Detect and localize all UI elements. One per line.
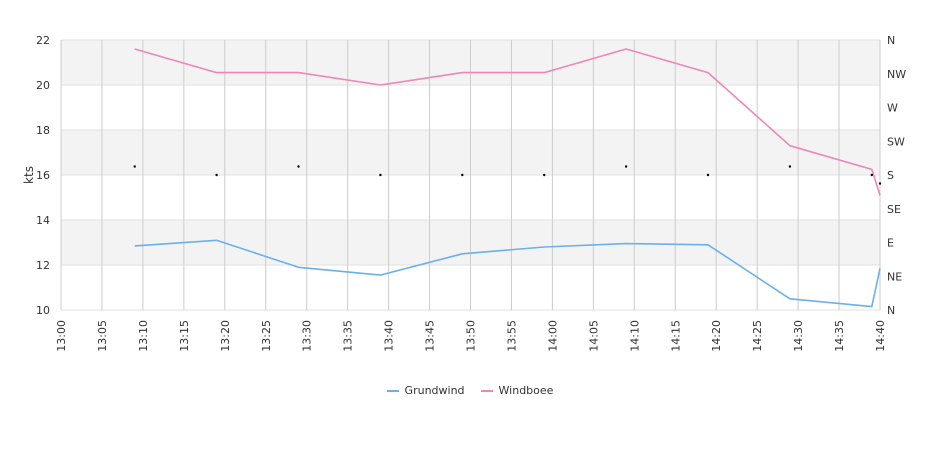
legend-item-grundwind[interactable]: Grundwind: [386, 384, 465, 397]
wind-direction-marker: [379, 173, 382, 177]
direction-tick-label: SW: [887, 135, 905, 148]
x-tick-label: 13:30: [301, 320, 314, 352]
y-tick-label: 20: [36, 79, 50, 92]
x-tick-label: 13:55: [505, 320, 518, 352]
x-tick-label: 13:20: [219, 320, 232, 352]
wind-direction-marker: [215, 173, 218, 177]
x-tick-label: 14:05: [587, 320, 600, 352]
direction-tick-label: E: [887, 237, 894, 250]
x-tick-label: 14:15: [669, 320, 682, 352]
direction-tick-label: NE: [887, 270, 902, 283]
x-tick-label: 14:30: [792, 320, 805, 352]
y-tick-label: 10: [36, 304, 50, 317]
x-tick-label: 14:40: [874, 320, 887, 352]
legend-label-grundwind: Grundwind: [404, 384, 465, 397]
x-tick-label: 13:35: [342, 320, 355, 352]
x-tick-label: 14:00: [546, 320, 559, 352]
x-tick-label: 13:25: [260, 320, 273, 352]
x-tick-label: 13:50: [465, 320, 478, 352]
x-tick-label: 13:00: [55, 320, 68, 352]
wind-direction-marker: [624, 165, 628, 168]
series-line-grundwind: [134, 239, 881, 308]
wind-direction-marker: [461, 173, 464, 177]
y-tick-label: 22: [36, 34, 50, 47]
x-tick-label: 14:10: [628, 320, 641, 352]
x-tick-label: 14:20: [710, 320, 723, 352]
wind-direction-marker: [870, 173, 874, 177]
x-tick-label: 13:10: [137, 320, 150, 352]
direction-tick-label: NW: [887, 68, 906, 81]
direction-tick-label: SE: [887, 203, 901, 216]
direction-tick-label: S: [887, 169, 894, 182]
wind-direction-marker: [543, 173, 546, 177]
x-tick-label: 13:15: [178, 320, 191, 352]
x-tick-label: 13:45: [424, 320, 437, 352]
wind-direction-marker: [878, 182, 882, 185]
legend-label-windboee: Windboee: [498, 384, 554, 397]
x-tick-label: 13:05: [96, 320, 109, 352]
y-tick-label: 18: [36, 124, 50, 137]
wind-direction-marker: [297, 165, 300, 168]
x-tick-label: 14:25: [751, 320, 764, 352]
y-tick-label: 14: [36, 214, 50, 227]
legend-item-windboee[interactable]: Windboee: [480, 384, 554, 397]
y-axis-label: kts: [22, 166, 36, 184]
wind-direction-marker: [133, 165, 136, 168]
legend-swatch-grundwind: [386, 389, 399, 392]
x-tick-label: 13:40: [383, 320, 396, 352]
wind-direction-marker: [706, 173, 710, 177]
direction-tick-label: N: [887, 304, 895, 317]
legend: Grundwind Windboee: [0, 384, 940, 397]
direction-tick-label: N: [887, 34, 895, 47]
x-tick-label: 14:35: [833, 320, 846, 352]
direction-tick-label: W: [887, 102, 898, 115]
wind-direction-marker: [788, 165, 792, 168]
legend-swatch-windboee: [480, 389, 493, 392]
series-line-windboee: [134, 48, 881, 196]
y-tick-label: 12: [36, 259, 50, 272]
y-tick-label: 16: [36, 169, 50, 182]
